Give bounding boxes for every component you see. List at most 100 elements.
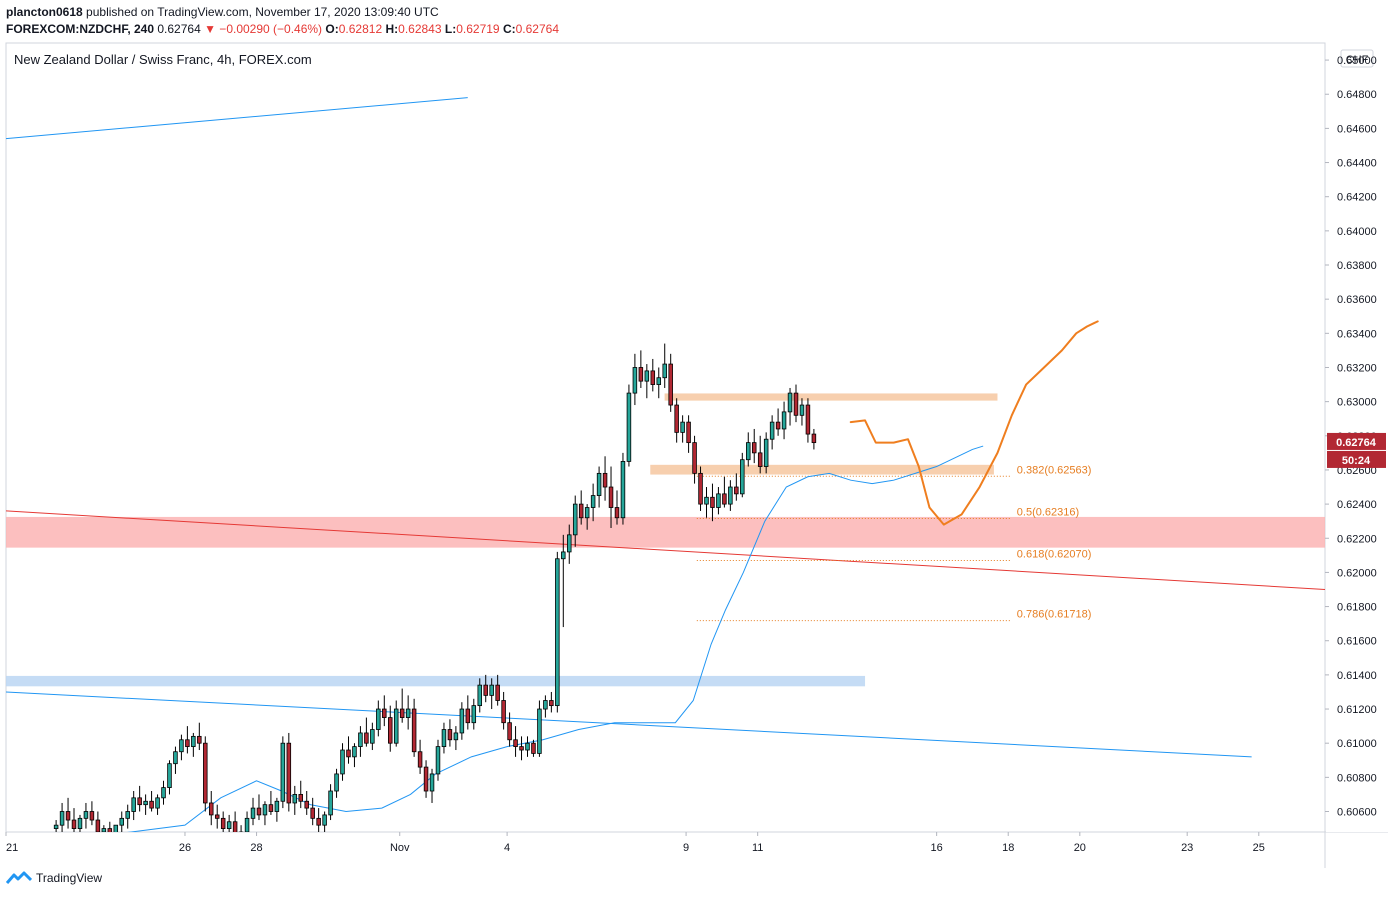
x-tick-label-3: Nov bbox=[390, 842, 410, 854]
candle bbox=[113, 824, 119, 832]
candle-body bbox=[262, 804, 268, 816]
last-price: 0.62764 bbox=[157, 22, 201, 36]
candle bbox=[525, 736, 530, 757]
candle-body bbox=[441, 729, 447, 748]
candle-body bbox=[483, 684, 488, 696]
candle bbox=[286, 732, 292, 812]
candle bbox=[638, 350, 644, 388]
candle bbox=[710, 483, 715, 522]
candle-body bbox=[71, 819, 77, 829]
candle bbox=[399, 688, 405, 723]
candle-body bbox=[423, 766, 429, 792]
candle-body bbox=[340, 749, 345, 775]
candle bbox=[561, 534, 566, 628]
candle bbox=[298, 780, 304, 809]
candle bbox=[346, 736, 351, 764]
candle bbox=[268, 791, 274, 815]
candle bbox=[740, 452, 745, 498]
y-tick-label-15: 0.62000 bbox=[1337, 567, 1377, 579]
candle bbox=[292, 785, 298, 815]
candle bbox=[179, 734, 184, 761]
lower-blue-line bbox=[6, 691, 1252, 758]
price-change: ▼ −0.00290 (−0.46%) bbox=[204, 22, 323, 36]
candle bbox=[256, 794, 262, 821]
candle bbox=[501, 691, 506, 730]
candle-body bbox=[65, 811, 71, 821]
middle-zone bbox=[650, 464, 994, 475]
candle bbox=[161, 780, 166, 805]
y-tick-label-14: 0.62200 bbox=[1337, 533, 1377, 545]
candle-body bbox=[757, 452, 763, 467]
candle-body bbox=[107, 828, 113, 832]
y-tick-label-8: 0.63400 bbox=[1337, 328, 1377, 340]
y-tick-label-4: 0.64200 bbox=[1337, 192, 1377, 204]
y-tick-label-22: 0.60600 bbox=[1337, 807, 1377, 819]
candle bbox=[572, 495, 578, 547]
y-tick-label-18: 0.61400 bbox=[1337, 670, 1377, 682]
candle bbox=[322, 811, 327, 832]
x-tick-label-9: 20 bbox=[1074, 842, 1086, 854]
candle-body bbox=[799, 404, 805, 416]
candle bbox=[405, 695, 411, 730]
candle bbox=[632, 353, 638, 406]
candle bbox=[274, 797, 280, 822]
candle bbox=[584, 504, 590, 530]
candle-body bbox=[179, 739, 184, 753]
candle bbox=[775, 408, 781, 436]
candle-body bbox=[674, 404, 679, 433]
candle-body bbox=[746, 442, 751, 461]
candle-body bbox=[59, 811, 65, 826]
candle-body bbox=[113, 824, 119, 832]
candle-body bbox=[447, 729, 453, 741]
candle bbox=[119, 811, 124, 832]
candle-body bbox=[459, 708, 465, 734]
countdown-tag bbox=[1327, 450, 1386, 468]
candle bbox=[53, 820, 59, 832]
symbol-label[interactable]: FOREXCOM:NZDCHF, 240 bbox=[6, 22, 155, 36]
x-tick-label-11: 25 bbox=[1253, 842, 1265, 854]
high-label: H: bbox=[385, 22, 399, 36]
fib-label-2: 0.618(0.62070) bbox=[1017, 548, 1092, 560]
candle bbox=[220, 811, 226, 832]
candle bbox=[596, 466, 602, 508]
candle bbox=[262, 801, 268, 826]
candle bbox=[435, 739, 441, 781]
published-text: published on TradingView.com, November 1… bbox=[86, 5, 439, 19]
candle bbox=[352, 743, 357, 768]
candle-body bbox=[435, 746, 441, 775]
fib-label-1: 0.5(0.62316) bbox=[1017, 506, 1079, 518]
candle-body bbox=[346, 749, 351, 758]
candle bbox=[203, 736, 208, 812]
candle-body bbox=[119, 817, 124, 826]
candle bbox=[89, 801, 95, 826]
candle bbox=[578, 490, 584, 525]
author-name[interactable]: plancton0618 bbox=[6, 5, 83, 19]
candle-body bbox=[471, 705, 477, 724]
candle bbox=[71, 808, 77, 832]
high-value: 0.62843 bbox=[398, 22, 442, 36]
countdown-tag-label: 50:24 bbox=[1342, 455, 1371, 467]
candle-body bbox=[268, 804, 274, 812]
candle-body bbox=[238, 831, 244, 832]
candle-body bbox=[728, 486, 733, 505]
candle-body bbox=[572, 503, 578, 536]
y-tick-label-19: 0.61200 bbox=[1337, 704, 1377, 716]
candle-body bbox=[95, 819, 101, 832]
candle bbox=[364, 717, 369, 747]
candle-body bbox=[226, 821, 232, 829]
y-tick-label-5: 0.64000 bbox=[1337, 226, 1377, 238]
candle-body bbox=[578, 503, 584, 519]
candle bbox=[83, 802, 89, 829]
candle-body bbox=[298, 794, 304, 802]
candle-body bbox=[632, 367, 638, 394]
ohlc-bar: FOREXCOM:NZDCHF, 240 0.62764 ▼ −0.00290 … bbox=[6, 22, 559, 36]
plot-area bbox=[6, 97, 1325, 832]
candle bbox=[728, 480, 733, 511]
x-tick-label-7: 16 bbox=[931, 842, 943, 854]
candle bbox=[477, 678, 483, 713]
candle-body bbox=[686, 421, 691, 444]
candle-body bbox=[763, 438, 769, 467]
currency-box bbox=[1340, 49, 1374, 68]
footer-brand[interactable]: TradingView bbox=[36, 871, 103, 885]
